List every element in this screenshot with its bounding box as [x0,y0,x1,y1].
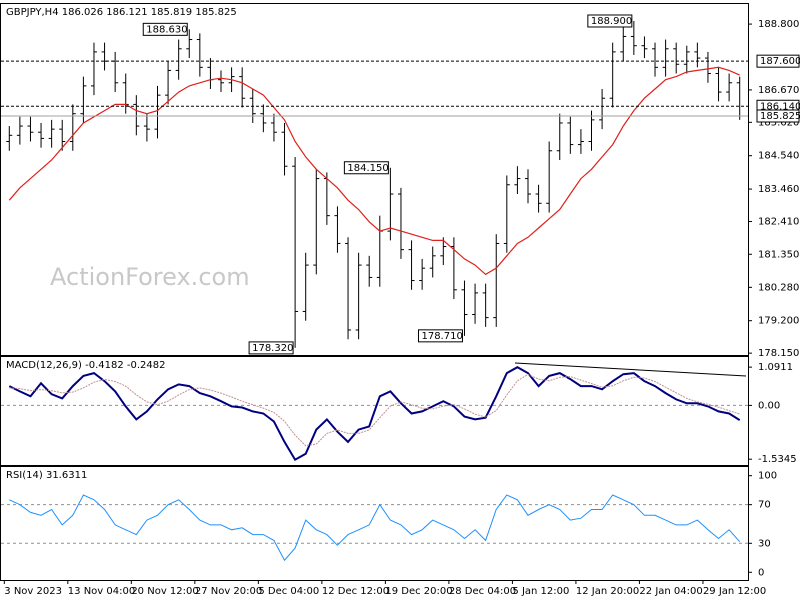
y-tick-label: 0.00 [758,400,780,411]
x-tick-label: 22 Jan 04:00 [639,586,702,597]
x-tick-label: 3 Nov 2023 [4,586,62,597]
macd-trendline [514,362,747,377]
panel-title: RSI(14) 31.6311 [6,470,87,481]
price-panel-frame [0,3,749,356]
annotation-label: 188.900 [591,16,632,27]
y-tick-label: 30 [758,538,771,549]
y-tick-label: 1.0911 [758,362,793,373]
level-box [756,54,800,68]
y-tick-label: 179.200 [758,316,799,327]
level-label: 187.600 [760,56,800,67]
macd-panel-frame [0,356,749,466]
annotation-label: 178.710 [421,331,462,342]
x-tick-label: 5 Dec 04:00 [258,586,319,597]
watermark: ActionForex.com [50,263,250,291]
y-tick-label: -1.5345 [758,454,797,465]
x-tick-label: 13 Nov 04:00 [68,586,135,597]
rsi-panel-frame [0,466,749,581]
y-tick-label: 185.620 [758,117,799,128]
last-price-label: 185.825 [760,111,800,122]
macd-line [8,366,741,462]
y-tick-label: 182.410 [758,217,799,228]
annotation-label: 188.630 [146,24,187,35]
panel-title: GBPJPY,H4 186.026 186.121 185.819 185.82… [6,7,237,18]
y-tick-label: 180.280 [758,282,799,293]
x-tick-label: 12 Jan 20:00 [576,586,639,597]
level-label: 186.140 [760,101,800,112]
y-tick-label: 183.460 [758,184,799,195]
annotation-box [587,14,633,28]
x-tick-label: 19 Dec 20:00 [385,586,452,597]
signal-line [9,373,740,447]
y-tick-label: 100 [758,471,777,482]
annotation-label: 178.320 [252,343,293,354]
y-tick-label: 181.350 [758,249,799,260]
x-tick-label: 5 Jan 12:00 [512,586,569,597]
y-tick-label: 178.150 [758,348,799,359]
y-tick-label: 184.540 [758,151,799,162]
rsi-line [9,494,741,562]
moving-average [8,66,740,276]
annotation-box [142,22,188,36]
x-tick-label: 12 Dec 12:00 [322,586,389,597]
y-tick-label: 0 [758,567,764,578]
annotation-label: 184.150 [347,163,388,174]
annotation-box [343,161,389,175]
last-price-box [756,109,800,123]
panel-title: MACD(12,26,9) -0.4182 -0.2482 [6,360,166,371]
x-tick-label: 20 Nov 12:00 [131,586,198,597]
x-tick-label: 28 Dec 04:00 [449,586,516,597]
x-tick-label: 27 Nov 20:00 [195,586,262,597]
x-tick-label: 29 Jan 12:00 [703,586,766,597]
y-tick-label: 188.800 [758,19,799,30]
y-tick-label: 70 [758,500,771,511]
y-tick-label: 186.670 [758,85,799,96]
annotation-box [417,329,463,343]
annotation-box [248,341,294,355]
